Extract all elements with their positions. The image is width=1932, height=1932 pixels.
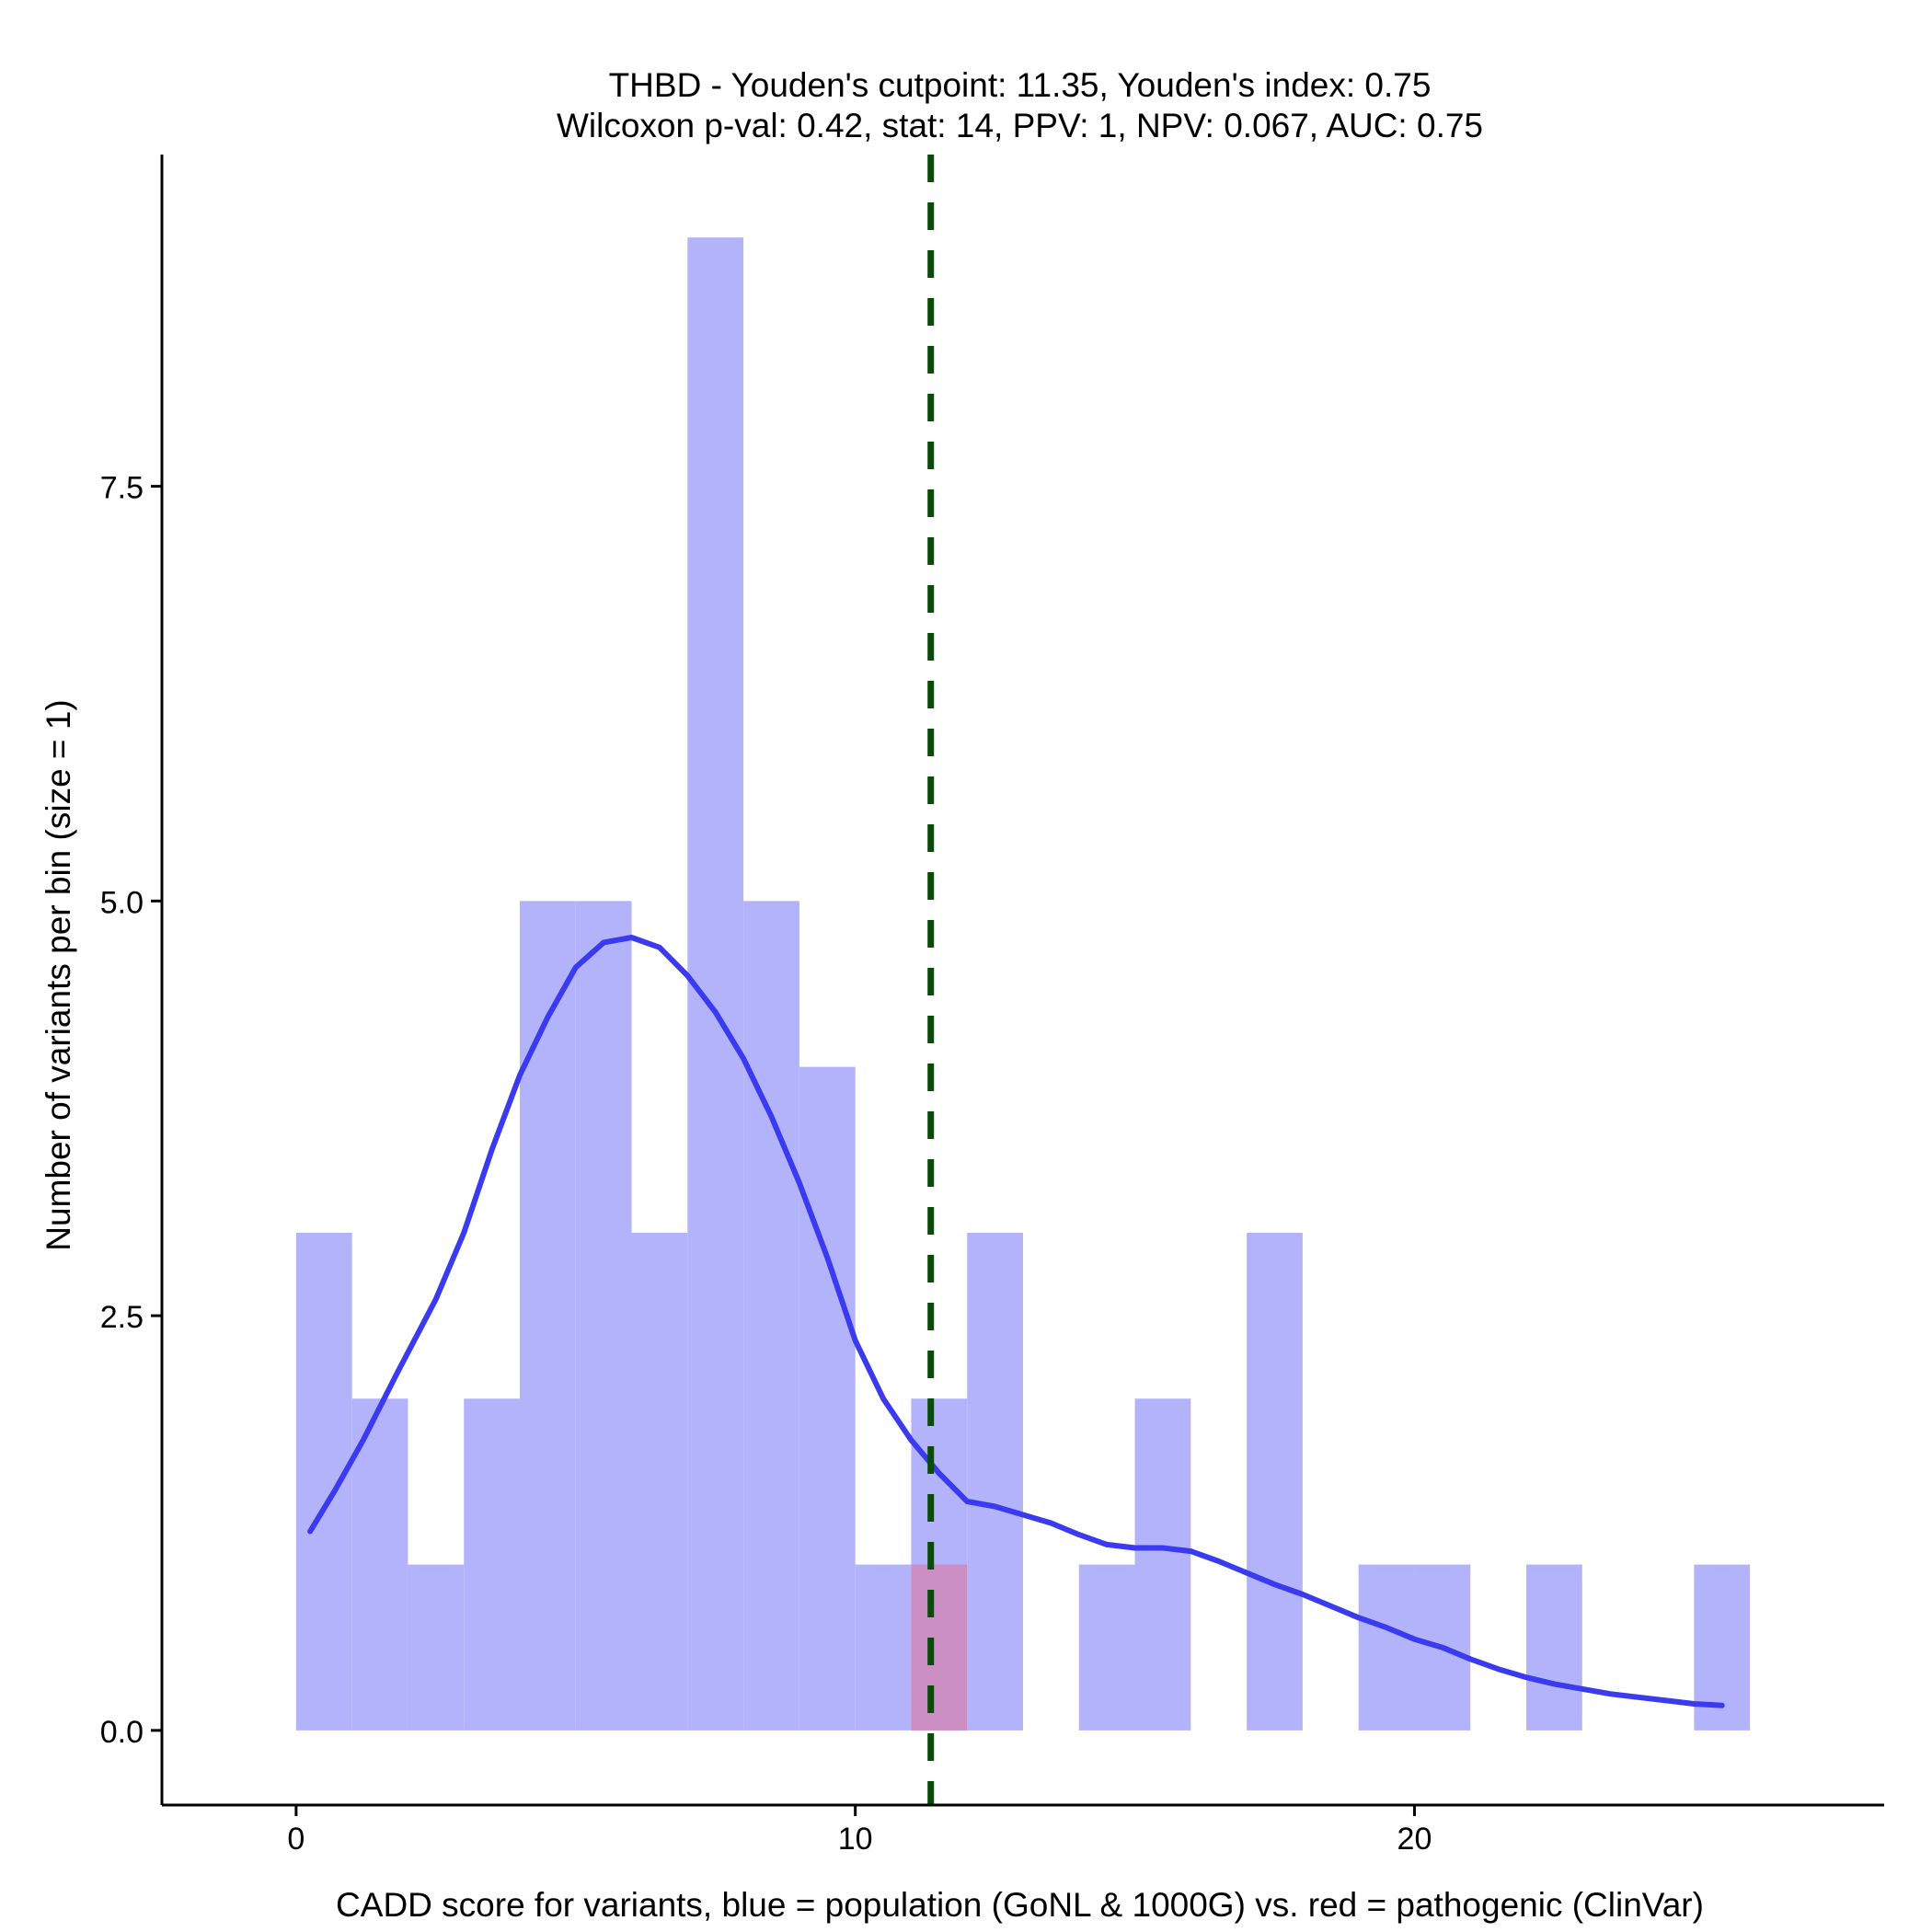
population-bar-14 — [1078, 1564, 1135, 1731]
pathogenic-bar-11 — [911, 1564, 968, 1731]
population-bar-2 — [408, 1564, 465, 1731]
population-bar-0 — [295, 1232, 352, 1731]
y-axis-label: Number of variants per bin (size = 1) — [40, 699, 77, 1251]
histogram-bars — [295, 237, 1751, 1731]
population-bar-6 — [631, 1232, 688, 1731]
x-tick-label: 20 — [1397, 1822, 1432, 1857]
axes: 0.0 2.5 5.0 7.5 0 10 20 — [100, 155, 1884, 1857]
population-bar-4 — [519, 901, 576, 1731]
x-tick-label: 10 — [838, 1822, 873, 1857]
y-tick-label: 2.5 — [100, 1300, 144, 1335]
x-axis-label: CADD score for variants, blue = populati… — [336, 1886, 1704, 1924]
chart-title-line2: Wilcoxon p-val: 0.42, stat: 14, PPV: 1, … — [556, 107, 1484, 144]
density-curve-group — [307, 935, 1725, 1708]
population-bar-5 — [575, 901, 632, 1731]
population-bar-22 — [1526, 1564, 1582, 1731]
population-bar-8 — [743, 901, 799, 1731]
y-tick-label: 0.0 — [100, 1715, 144, 1750]
population-bar-15 — [1134, 1398, 1191, 1731]
population-bar-1 — [351, 1398, 408, 1731]
population-bar-3 — [464, 1398, 520, 1731]
population-bar-10 — [855, 1564, 912, 1731]
x-tick-label: 0 — [287, 1822, 305, 1857]
population-bar-19 — [1358, 1564, 1415, 1731]
density-curve — [307, 935, 1725, 1708]
y-tick-label: 5.0 — [100, 885, 144, 920]
population-bar-9 — [799, 1066, 856, 1731]
population-bar-12 — [967, 1232, 1023, 1731]
y-tick-label: 7.5 — [100, 471, 144, 506]
population-bar-17 — [1247, 1232, 1303, 1731]
chart-title-line1: THBD - Youden's cutpoint: 11.35, Youden'… — [608, 66, 1432, 104]
